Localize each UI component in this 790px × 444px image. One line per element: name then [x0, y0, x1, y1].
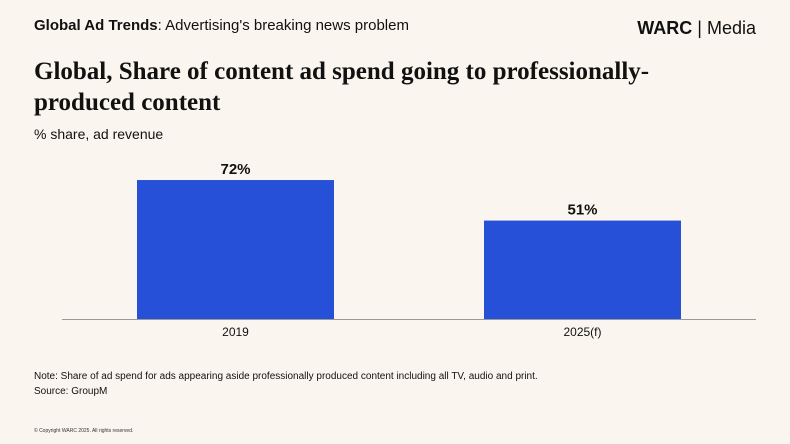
brand-section: Media [706, 18, 756, 38]
x-tick-label-2019: 2019 [222, 325, 249, 339]
bar-2019 [137, 180, 334, 319]
brand-name: WARC [637, 18, 693, 38]
note-text: Note: Share of ad spend for ads appearin… [34, 371, 538, 382]
chart-title: Global, Share of content ad spend going … [34, 58, 650, 116]
copyright: © Copyright WARC 2025. All rights reserv… [34, 428, 134, 434]
chart-subtitle: % share, ad revenue [34, 126, 164, 142]
source-text: Source: GroupM [34, 386, 108, 397]
brand-logo: WARC | Media [637, 18, 756, 39]
footnote: Note: Share of ad spend for ads appearin… [34, 369, 538, 399]
data-label-2019: 72% [220, 161, 250, 178]
data-label-2025(f): 51% [567, 202, 597, 219]
brand-separator: | [697, 18, 702, 38]
kicker-rest: : Advertising's breaking news problem [157, 17, 409, 34]
bar-chart: 72% 2019 51% 2025(f) [62, 161, 756, 339]
x-tick-label-2025(f): 2025(f) [563, 325, 601, 339]
kicker-bold: Global Ad Trends [34, 17, 158, 34]
header-kicker: Global Ad Trends: Advertising's breaking… [34, 17, 409, 34]
bar-2025(f) [484, 220, 681, 319]
